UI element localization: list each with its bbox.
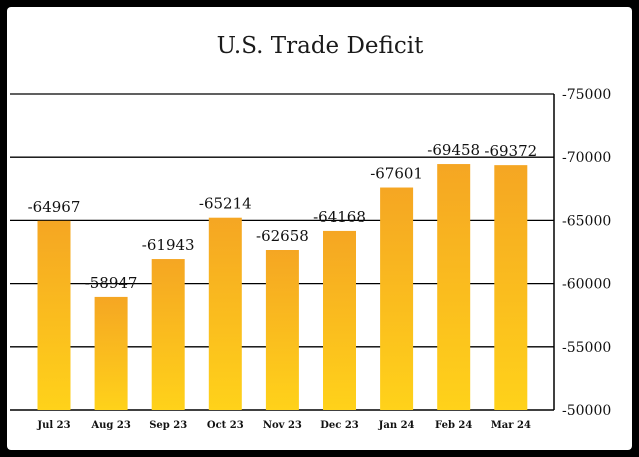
x-tick-label: Jul 23 — [36, 420, 70, 431]
y-tick-label: -65000 — [562, 213, 611, 229]
y-tick-label: -60000 — [562, 277, 611, 293]
bar-chart: U.S. Trade Deficit -64967 -58947 -61943 -65… — [10, 33, 611, 431]
x-tick-label: Oct 23 — [207, 420, 244, 431]
x-tick-label: Feb 24 — [435, 420, 472, 431]
bars — [37, 164, 528, 410]
chart-frame: U.S. Trade Deficit -64967 -58947 -61943 -65… — [7, 7, 632, 450]
bar-data-label: -67601 — [370, 165, 423, 183]
x-axis-ticks: Jul 23 Aug 23 Sep 23 Oct 23 Nov 23 Dec 23 Jan … — [36, 420, 531, 431]
x-tick-label: Aug 23 — [90, 420, 130, 431]
bar — [208, 217, 242, 410]
bar — [437, 164, 471, 410]
y-tick-label: -75000 — [562, 87, 611, 103]
bar-data-label: -58947 — [85, 274, 138, 292]
y-axis-ticks: -75000 -70000 -65000 -60000 -55000 -50000 — [562, 87, 611, 419]
x-tick-label: Mar 24 — [491, 420, 531, 431]
bar — [265, 250, 299, 410]
bar-data-label: -61943 — [142, 236, 195, 254]
x-tick-label: Nov 23 — [263, 420, 302, 431]
bar — [494, 165, 528, 410]
chart-title: U.S. Trade Deficit — [217, 33, 424, 59]
y-tick-label: -55000 — [562, 340, 611, 356]
bar-data-label: -65214 — [199, 195, 252, 213]
bar-data-label: -64967 — [28, 198, 81, 216]
bar-data-label: -64168 — [313, 208, 366, 226]
bar — [323, 230, 356, 410]
bar-data-label: -69458 — [427, 141, 480, 159]
bar-data-label: -69372 — [484, 142, 537, 160]
y-tick-label: -70000 — [562, 150, 611, 166]
bar — [151, 259, 185, 410]
x-tick-label: Sep 23 — [149, 420, 187, 431]
y-tick-label: -50000 — [562, 403, 611, 419]
bar — [37, 220, 71, 410]
bar-data-label: -62658 — [256, 227, 309, 245]
x-tick-label: Jan 24 — [378, 420, 415, 431]
bar-data-labels: -64967 -58947 -61943 -65214-62658-64168 -676… — [28, 141, 538, 292]
bar — [94, 296, 128, 410]
bar — [380, 187, 414, 410]
x-tick-label: Dec 23 — [320, 420, 359, 431]
